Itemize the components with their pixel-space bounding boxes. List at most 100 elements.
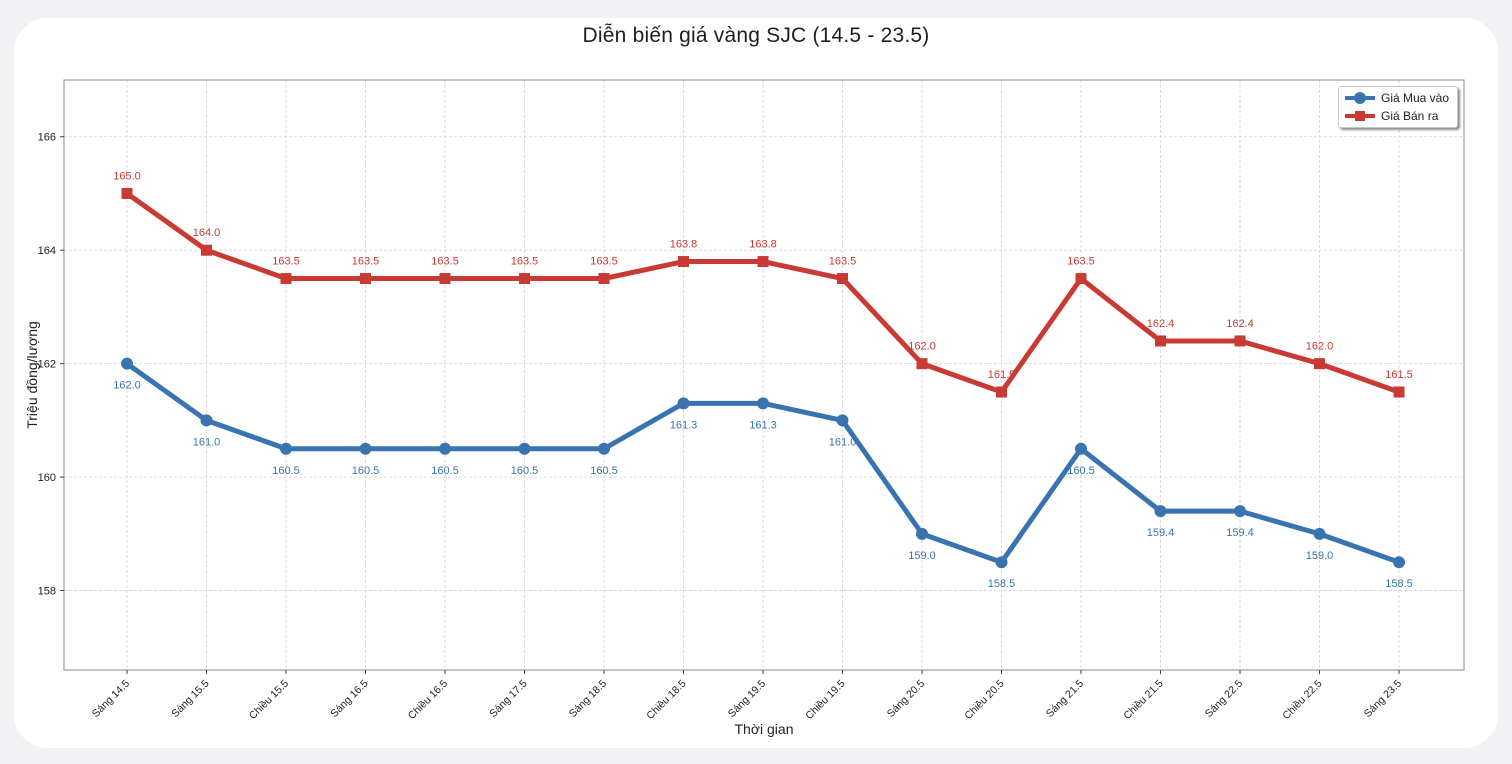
legend-label-sell: Giá Bán ra	[1381, 109, 1439, 123]
x-axis-label: Thời gian	[735, 721, 794, 737]
data-label: 163.5	[511, 256, 539, 268]
y-axis-label: Triệu đồng/lượng	[24, 321, 40, 429]
data-label: 161.5	[1385, 369, 1413, 381]
data-label: 162.4	[1226, 318, 1254, 330]
x-tick-label: Sáng 23.5	[1362, 678, 1404, 720]
x-tick-label: Sáng 22.5	[1203, 678, 1245, 720]
data-label: 162.0	[1306, 341, 1334, 353]
data-label: 163.5	[431, 256, 459, 268]
chart-title: Diễn biến giá vàng SJC (14.5 - 23.5)	[582, 24, 930, 47]
data-point-buy	[916, 527, 928, 540]
data-label: 160.5	[272, 465, 300, 477]
data-point-sell	[837, 273, 848, 285]
data-label: 163.5	[590, 256, 618, 268]
data-point-sell	[121, 187, 133, 199]
data-label: 159.4	[1226, 527, 1254, 539]
legend-swatch-sell	[1345, 108, 1375, 124]
data-point-sell	[757, 256, 769, 268]
data-point-buy	[1154, 505, 1167, 518]
data-label: 163.5	[1067, 256, 1095, 268]
x-tick-label: Chiều 16.5	[406, 678, 451, 723]
data-point-buy	[200, 414, 213, 427]
y-tick-label: 162	[38, 359, 56, 371]
legend-item-sell: Giá Bán ra	[1345, 108, 1438, 124]
data-label: 163.8	[749, 239, 777, 251]
data-label: 160.5	[431, 465, 459, 477]
data-label: 161.5	[988, 369, 1016, 381]
legend-label-buy: Giá Mua vào	[1381, 91, 1450, 105]
data-label: 160.5	[511, 465, 539, 477]
y-tick-label: 160	[38, 472, 56, 484]
data-point-buy	[280, 442, 292, 455]
data-point-buy	[995, 556, 1008, 569]
data-label: 160.5	[590, 465, 618, 477]
data-point-sell	[1234, 335, 1246, 347]
data-point-sell	[678, 256, 689, 268]
data-point-buy	[1234, 505, 1246, 518]
data-point-buy	[121, 357, 133, 370]
data-point-buy	[598, 442, 610, 455]
data-label: 163.5	[272, 256, 300, 268]
x-tick-label: Chiều 21.5	[1121, 678, 1166, 723]
data-point-buy	[757, 397, 769, 410]
x-tick-label: Chiều 15.5	[247, 678, 292, 723]
data-point-buy	[1313, 527, 1326, 540]
data-point-buy	[359, 442, 372, 455]
data-point-sell	[996, 386, 1007, 398]
x-tick-label: Sáng 17.5	[487, 678, 529, 720]
data-point-buy	[677, 397, 690, 410]
data-label: 160.5	[1067, 465, 1095, 477]
x-tick-label: Chiều 18.5	[644, 678, 689, 723]
data-label: 164.0	[193, 227, 221, 239]
legend-swatch-buy	[1345, 90, 1375, 106]
data-label: 162.0	[113, 380, 141, 392]
data-label: 160.5	[352, 465, 380, 477]
data-label: 162.0	[908, 341, 936, 353]
data-label: 158.5	[1385, 578, 1413, 590]
data-label: 161.0	[193, 436, 221, 448]
x-tick-label: Sáng 16.5	[328, 678, 370, 720]
x-tick-label: Chiều 19.5	[803, 678, 848, 723]
x-tick-label: Chiều 20.5	[962, 678, 1007, 723]
x-tick-label: Sáng 18.5	[567, 678, 609, 720]
data-label: 163.5	[352, 256, 380, 268]
plot-area	[64, 80, 1464, 670]
data-point-sell	[201, 244, 212, 256]
data-point-sell	[916, 358, 928, 370]
x-tick-label: Sáng 19.5	[726, 678, 768, 720]
data-label: 161.3	[670, 419, 698, 431]
y-tick-label: 158	[38, 586, 56, 598]
data-point-sell	[360, 273, 371, 285]
data-point-buy	[836, 414, 849, 427]
x-tick-label: Sáng 21.5	[1044, 678, 1086, 720]
plot-frame	[63, 79, 1465, 671]
data-point-sell	[598, 273, 610, 285]
data-point-sell	[519, 273, 530, 285]
y-tick-label: 164	[38, 245, 56, 257]
data-label: 163.5	[829, 256, 857, 268]
data-point-buy	[1075, 442, 1087, 455]
data-label: 159.0	[1306, 550, 1334, 562]
data-label: 159.0	[908, 550, 936, 562]
x-tick-label: Chiều 22.5	[1280, 678, 1325, 723]
x-tick-label: Sáng 14.5	[90, 678, 132, 720]
data-label: 162.4	[1147, 318, 1175, 330]
y-tick-label: 166	[38, 132, 56, 144]
data-label: 161.0	[829, 436, 857, 448]
data-label: 165.0	[113, 170, 141, 182]
data-point-sell	[1314, 358, 1325, 370]
data-label: 159.4	[1147, 527, 1175, 539]
x-tick-label: Sáng 20.5	[885, 678, 927, 720]
data-point-sell	[1075, 273, 1087, 285]
data-label: 158.5	[988, 578, 1016, 590]
data-point-sell	[1393, 386, 1405, 398]
data-point-sell	[1155, 335, 1166, 347]
data-point-buy	[1393, 556, 1405, 569]
x-tick-label: Sáng 15.5	[169, 678, 211, 720]
data-point-sell	[280, 273, 292, 285]
data-point-sell	[439, 273, 451, 285]
data-label: 163.8	[670, 239, 698, 251]
data-point-buy	[518, 442, 531, 455]
legend-item-buy: Giá Mua vào	[1345, 90, 1449, 106]
